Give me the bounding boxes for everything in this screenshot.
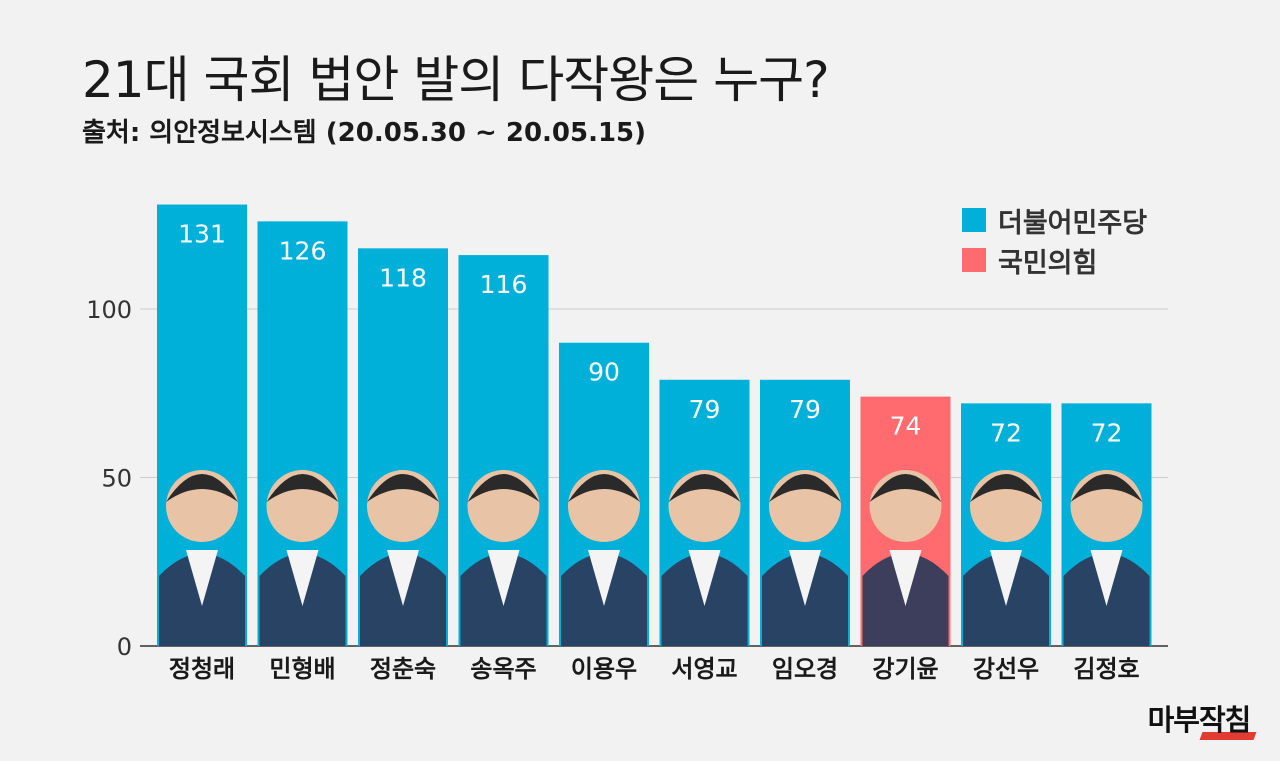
- category-label-4: 송옥주: [470, 655, 536, 683]
- value-label-4: 116: [480, 270, 528, 299]
- category-label-6: 서영교: [671, 655, 737, 683]
- portrait-6: [661, 470, 748, 646]
- portrait-1: [159, 470, 245, 646]
- portrait-4: [460, 470, 547, 646]
- portrait-5: [561, 470, 647, 646]
- category-label-10: 김정호: [1073, 655, 1139, 683]
- value-label-5: 90: [588, 358, 620, 387]
- value-label-1: 131: [178, 220, 226, 249]
- value-label-7: 79: [789, 395, 821, 424]
- portrait-10: [1063, 470, 1150, 646]
- value-label-9: 72: [990, 418, 1022, 447]
- category-label-5: 이용우: [571, 655, 637, 683]
- portrait-8: [862, 470, 949, 646]
- portrait-7: [762, 470, 848, 646]
- category-label-2: 민형배: [269, 655, 335, 683]
- chart-subtitle: 출처: 의안정보시스템 (20.05.30 ~ 20.05.15): [82, 118, 647, 148]
- chart-title: 21대 국회 법안 발의 다작왕은 누구?: [82, 51, 830, 109]
- category-label-9: 강선우: [973, 655, 1039, 683]
- brand-logo: 마부작침: [1143, 700, 1257, 744]
- portrait-2: [259, 470, 346, 646]
- portrait-9: [963, 470, 1049, 646]
- y-tick-label: 50: [101, 465, 132, 493]
- logo-text: 마부작침: [1147, 703, 1252, 737]
- category-label-1: 정청래: [169, 655, 235, 683]
- legend-label-ppp: 국민의힘: [998, 247, 1098, 279]
- value-label-2: 126: [279, 236, 327, 265]
- legend-swatch-minjoo: [962, 208, 986, 232]
- category-label-3: 정춘숙: [370, 655, 436, 683]
- y-tick-label: 100: [86, 296, 132, 324]
- legend: 더불어민주당 국민의힘: [962, 200, 1147, 280]
- value-label-6: 79: [689, 395, 721, 424]
- value-label-3: 118: [379, 263, 427, 292]
- category-label-7: 임오경: [772, 655, 838, 683]
- legend-swatch-ppp: [962, 248, 986, 272]
- legend-label-minjoo: 더불어민주당: [998, 207, 1148, 239]
- y-tick-label: 0: [117, 633, 132, 661]
- category-label-8: 강기윤: [872, 655, 938, 683]
- legend-item-minjoo: 더불어민주당: [962, 200, 1147, 240]
- value-label-8: 74: [890, 412, 922, 441]
- value-label-10: 72: [1091, 418, 1123, 447]
- portrait-3: [360, 470, 446, 646]
- legend-item-ppp: 국민의힘: [962, 240, 1147, 280]
